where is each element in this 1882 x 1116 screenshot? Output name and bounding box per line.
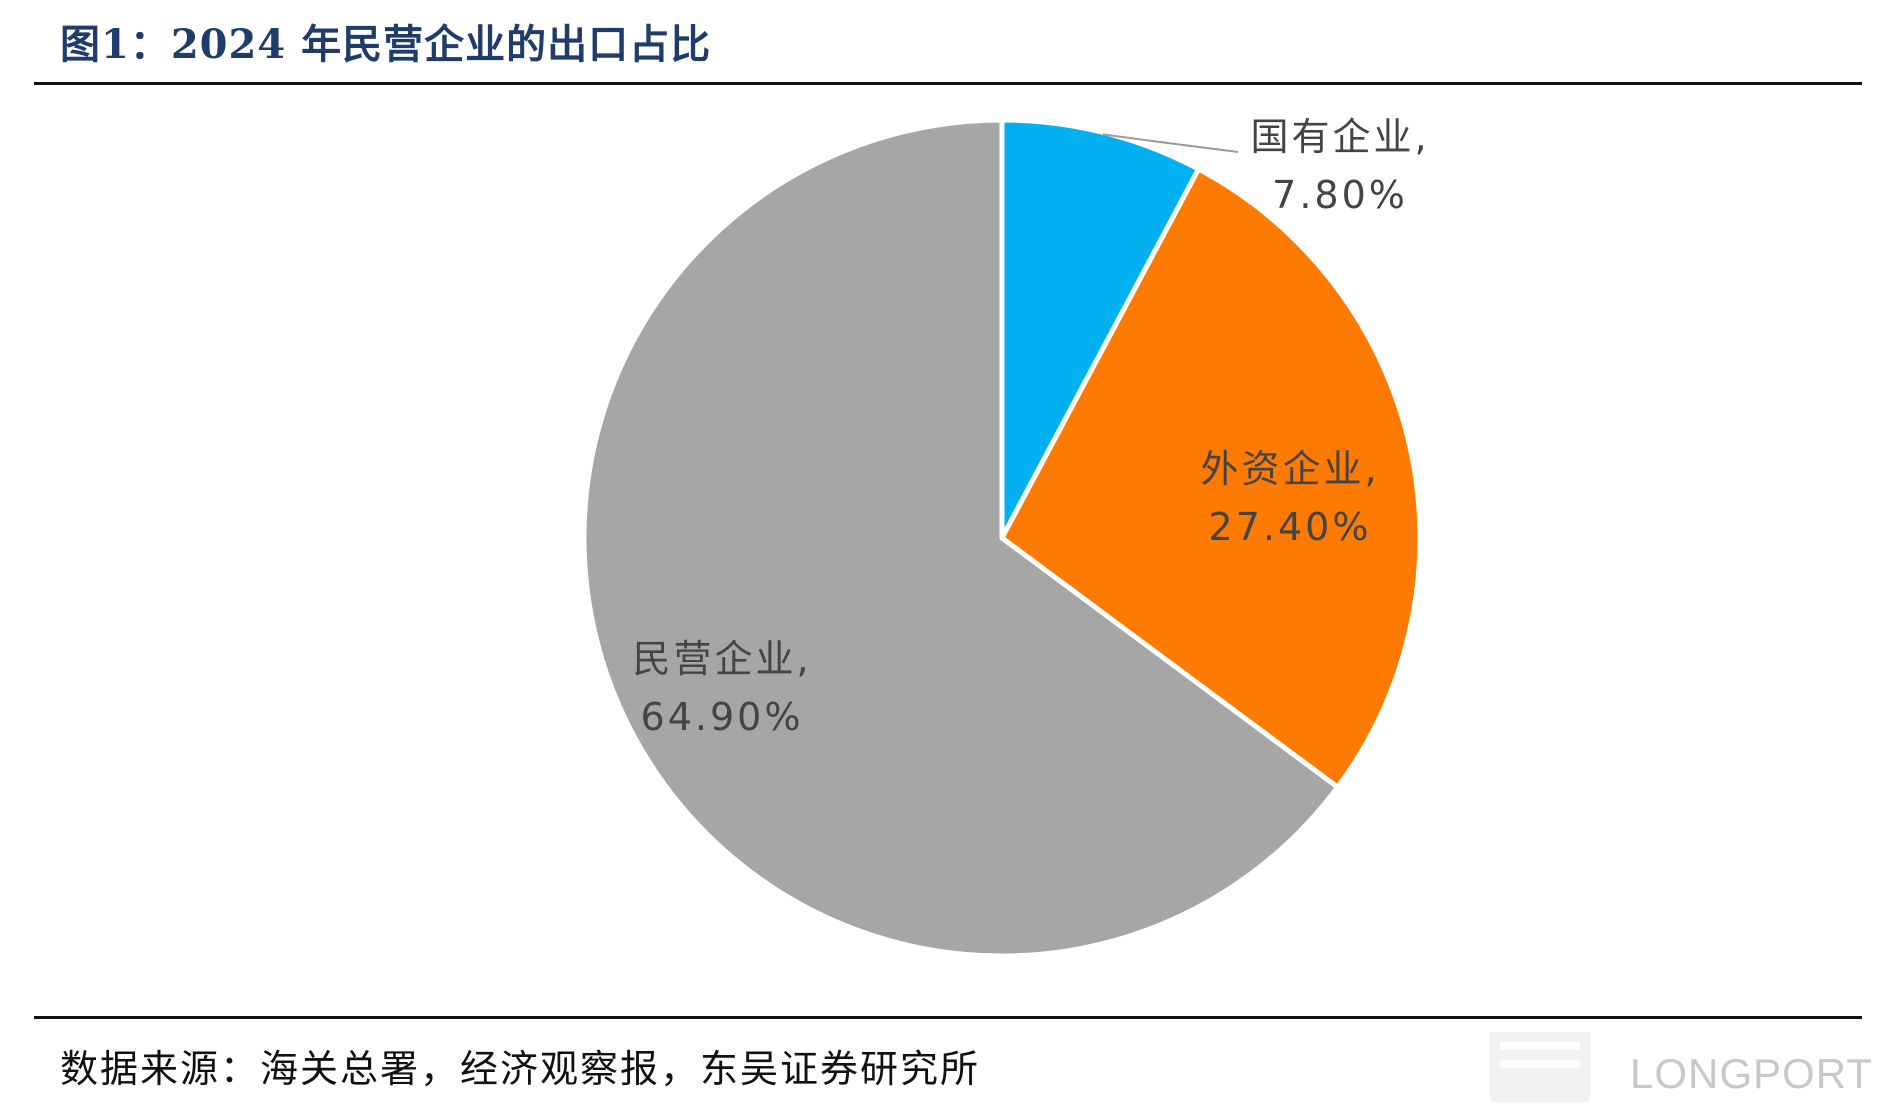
pie-slice-0	[999, 117, 1202, 541]
slice-label-1: 外资企业,	[1200, 447, 1379, 491]
source-note: 数据来源：海关总署，经济观察报，东吴证券研究所	[60, 1047, 981, 1091]
slice-value-label-1: 27.40%	[1209, 505, 1372, 549]
slice-value-label-0: 7.80%	[1272, 173, 1408, 217]
leader-line-0	[1102, 133, 1239, 153]
watermark-logo	[1490, 1032, 1590, 1102]
slice-label-0: 国有企业,	[1250, 115, 1429, 159]
pie-slice-1	[999, 166, 1423, 790]
figure-title: 图1：2024 年民营企业的出口占比	[60, 21, 712, 68]
top-rule	[34, 82, 1862, 85]
pie-chart: 国有企业, 7.80% 外资企业, 27.40% 民营企业, 64.90%	[581, 115, 1429, 959]
pie-slice-2	[581, 117, 1341, 959]
bottom-rule	[34, 1016, 1862, 1019]
slice-value-label-2: 64.90%	[641, 695, 804, 739]
slice-label-2: 民营企业,	[632, 637, 811, 681]
watermark-text: LONGPORT	[1630, 1050, 1873, 1097]
